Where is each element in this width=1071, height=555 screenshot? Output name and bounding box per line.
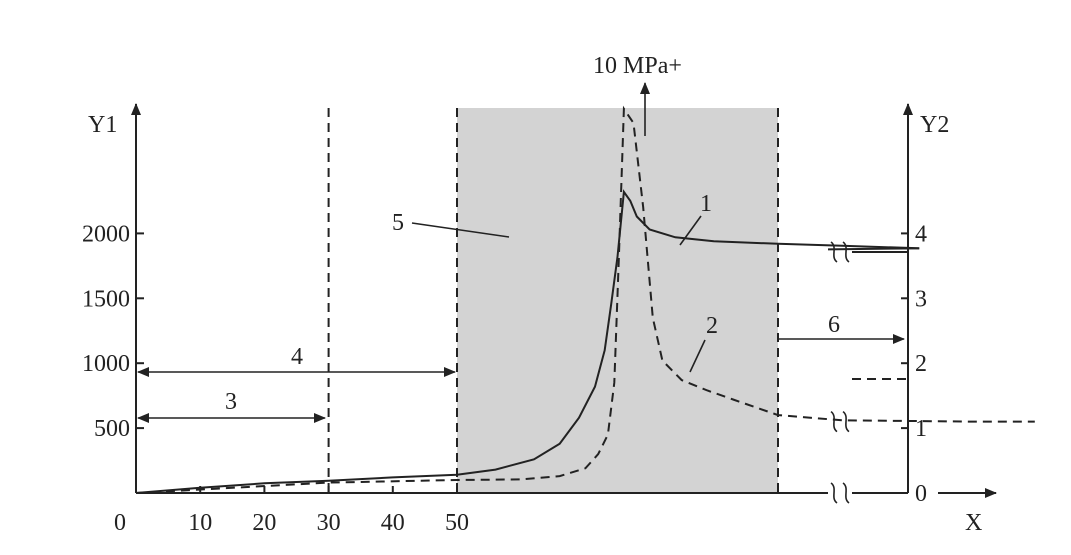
y1-tick-label: 2000 <box>82 221 130 247</box>
x-tick-label: 10 <box>188 510 212 536</box>
series-1-label: 1 <box>700 191 712 217</box>
series-1-line <box>135 189 920 494</box>
series-1-break-icon <box>830 241 838 263</box>
y2-tick-label: 2 <box>915 351 927 377</box>
marker-3-label: 3 <box>225 389 237 415</box>
x-tick-label: 50 <box>445 510 469 536</box>
pressure-arrow-label: 10 MPa+ <box>593 53 682 79</box>
y2-tick-label: 3 <box>915 286 927 312</box>
series-2-label: 2 <box>706 313 718 339</box>
y1-tick-label: 1000 <box>82 351 130 377</box>
shaded-region <box>457 108 778 493</box>
y2-tick-label: 0 <box>915 481 927 507</box>
series-1-break-icon <box>842 241 850 263</box>
series-1-leader <box>679 215 702 246</box>
region-5-leader <box>411 222 510 238</box>
guide-lines <box>327 108 779 493</box>
y1-axis-label: Y1 <box>88 112 117 138</box>
x-axis-label: X <box>965 510 982 536</box>
region-5-label: 5 <box>392 210 404 236</box>
y2-tick-label: 1 <box>915 416 927 442</box>
series-2-leader <box>689 339 706 373</box>
marker-6-label: 6 <box>828 312 840 338</box>
x-tick-label: 40 <box>381 510 405 536</box>
y2-axis-label: Y2 <box>920 112 949 138</box>
y1-tick-label: 1500 <box>82 286 130 312</box>
x-tick-label: 20 <box>252 510 276 536</box>
series-1-tail <box>827 247 920 251</box>
series-2-break-icon <box>842 410 850 433</box>
background-layer <box>457 108 778 493</box>
series-2-line <box>135 105 1035 494</box>
x-axis-break-icon <box>842 482 850 504</box>
x-axis-break-icon <box>830 482 838 504</box>
x-tick-label: 30 <box>317 510 341 536</box>
series-2-break-icon <box>830 410 838 433</box>
marker-4-label: 4 <box>291 344 303 370</box>
x-origin-label: 0 <box>114 510 126 536</box>
y2-tick-label: 4 <box>915 221 927 247</box>
series-layer <box>135 105 1035 494</box>
y1-tick-label: 500 <box>94 416 130 442</box>
